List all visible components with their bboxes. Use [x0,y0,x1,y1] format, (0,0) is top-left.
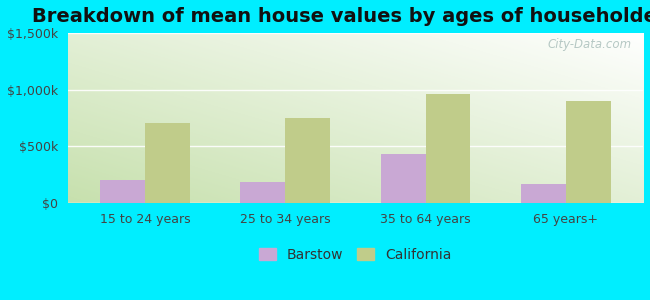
Title: Breakdown of mean house values by ages of householders: Breakdown of mean house values by ages o… [32,7,650,26]
Bar [566,101,611,203]
Legend: Barstow, California: Barstow, California [254,242,457,267]
Bar [100,180,145,203]
Text: City-Data.com: City-Data.com [547,38,632,51]
Bar [145,122,190,203]
Bar [240,182,285,203]
Bar [426,94,471,203]
Bar [285,118,330,203]
Bar [521,184,566,203]
Bar [381,154,426,203]
